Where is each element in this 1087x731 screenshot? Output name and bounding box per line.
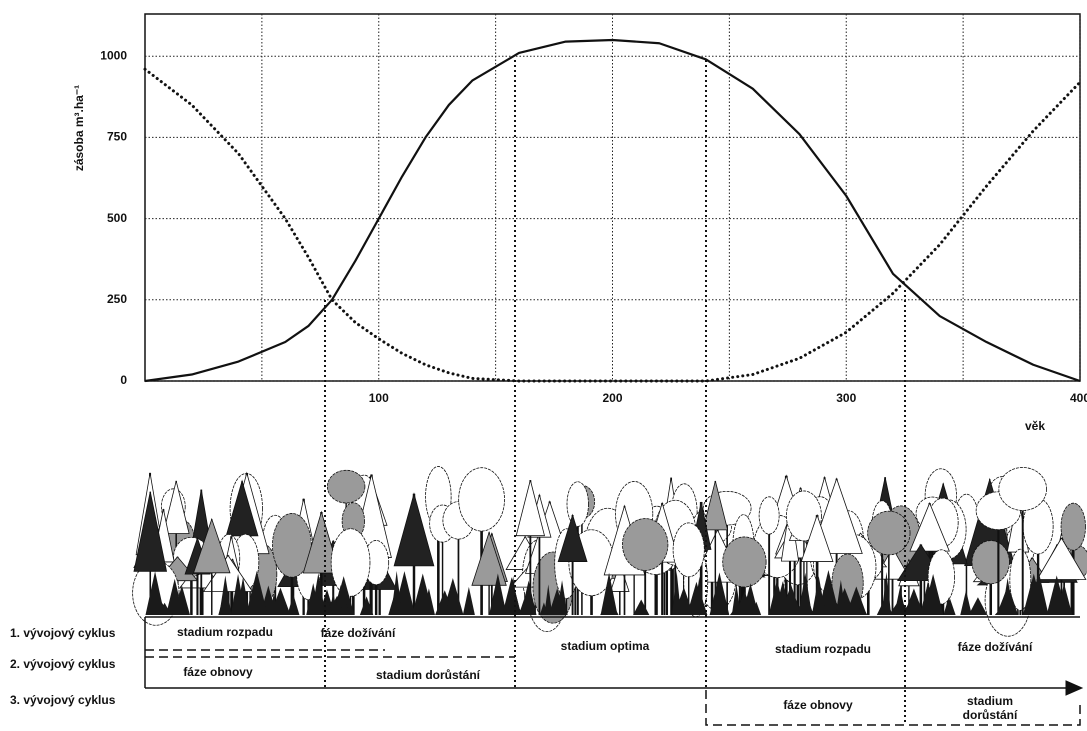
y-tick-label: 250 [107, 292, 127, 306]
cycle-label: 1. vývojový cyklus [10, 626, 116, 640]
tree-crown [868, 511, 910, 555]
tree-crown [723, 537, 766, 587]
y-tick-label: 1000 [100, 48, 127, 62]
tree-crown [459, 468, 505, 531]
young-tree [960, 590, 972, 615]
phase-label: dorůstání [963, 708, 1018, 722]
x-tick-label: 100 [369, 391, 389, 405]
tree-crown [999, 467, 1047, 510]
page: 1. vývojový cyklus 2. vývojový cyklus 3.… [0, 0, 1087, 731]
plot: 100 200 300 400 0 250 500 750 1000 [100, 14, 1087, 405]
arrow-head [1066, 681, 1082, 695]
x-tick-label: 300 [836, 391, 856, 405]
y-tick-label: 0 [120, 373, 127, 387]
cycle-label: 3. vývojový cyklus [10, 693, 116, 707]
phase-label: stadium dorůstání [376, 668, 481, 682]
young-tree [969, 597, 988, 615]
tree-crown [673, 523, 704, 577]
young-tree [287, 595, 299, 615]
x-axis-label: věk [1025, 419, 1045, 433]
phase-label: fáze obnovy [183, 665, 253, 679]
y-tick-label: 750 [107, 130, 127, 144]
x-tick-label: 400 [1070, 391, 1087, 405]
phase-label: stadium optima [561, 639, 650, 653]
phase-label: stadium rozpadu [775, 642, 871, 656]
tree-crown [472, 532, 506, 585]
dashed-bracket [706, 690, 1080, 725]
phase-label: fáze obnovy [783, 698, 853, 712]
phase-label: stadium [967, 694, 1013, 708]
tree-crown [759, 497, 779, 534]
x-tick-label: 200 [602, 391, 622, 405]
tree-crown [622, 519, 667, 571]
tree-crown [327, 470, 365, 503]
tree-crown [331, 529, 370, 597]
y-axis-label: zásoba m³.ha⁻¹ [72, 85, 86, 171]
cycle-label: 2. vývojový cyklus [10, 657, 116, 671]
phase-label: stadium rozpadu [177, 625, 273, 639]
tree-crown [567, 482, 588, 527]
young-tree [633, 599, 649, 615]
tree-crown [972, 541, 1009, 584]
phase-label: fáze dožívání [958, 640, 1033, 654]
y-tick-label: 500 [107, 211, 127, 225]
phase-label: fáze dožívání [321, 626, 396, 640]
forest-illustration [133, 466, 1087, 636]
young-tree [463, 587, 475, 615]
